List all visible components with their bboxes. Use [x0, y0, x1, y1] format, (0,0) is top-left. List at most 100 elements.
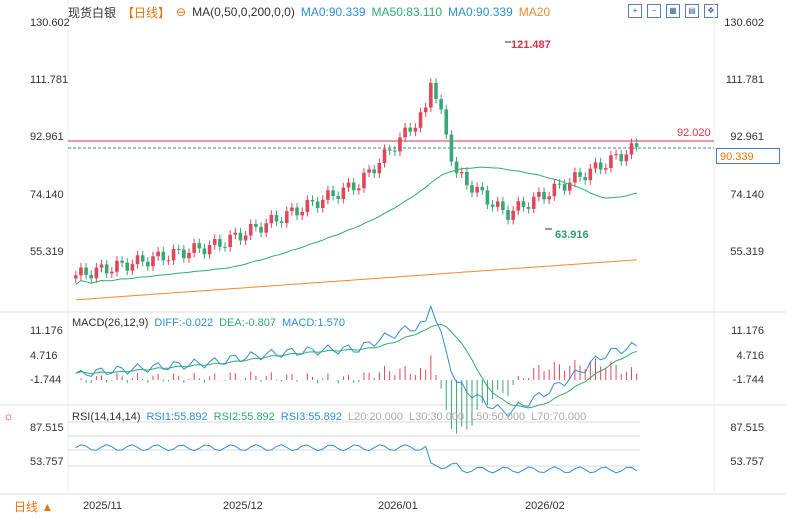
ma-value-4: MA20 [518, 5, 551, 19]
candle-body [506, 209, 510, 220]
low-price-label: 63.916 [555, 229, 589, 241]
candle-body [192, 243, 196, 253]
rsi-params[interactable]: RSI(14,14,14) [72, 411, 141, 423]
candle-body [537, 191, 541, 197]
macd-title-bar: MACD(26,12,9) DIFF:-0.022 DEA:-0.807 MAC… [72, 317, 345, 329]
candle-body [243, 235, 248, 241]
chart-toolbar: + − ▦ ▤ ✥ [628, 4, 718, 18]
ma-params[interactable]: MA(0,50,0,200,0,0) [192, 5, 295, 19]
candle-body [346, 182, 351, 188]
period-switch-button[interactable]: 日线 ▲ [14, 500, 54, 514]
price-label-right: 92.961 [730, 131, 764, 143]
candle-body [573, 172, 577, 183]
macd-params[interactable]: MACD(26,12,9) [72, 317, 149, 329]
rsi1-value: RSI1:55.892 [146, 411, 208, 423]
price-label-right: 111.781 [725, 74, 764, 86]
candle-body [140, 255, 145, 262]
candle-body [470, 185, 474, 193]
ma200-line [75, 259, 637, 301]
rsi-l50: L50:50.000 [470, 411, 526, 423]
macd-label-right: 11.176 [731, 325, 764, 337]
candle-body [320, 199, 325, 209]
candle-body [331, 190, 335, 196]
candle-body [578, 172, 582, 177]
candle-body [490, 204, 495, 207]
candle-body [290, 207, 294, 212]
rsi-l30: L30:30.000 [409, 411, 465, 423]
candle-body [619, 154, 624, 162]
grid-minus-icon[interactable]: − [647, 4, 661, 18]
high-price-label: 121.487 [511, 39, 551, 51]
candle-body [187, 252, 191, 259]
candle-body [542, 191, 546, 200]
price-label-right: 55.319 [730, 246, 764, 258]
time-label: 2025/11 [83, 500, 122, 512]
candle-body [614, 154, 618, 156]
price-label-left: 130.602 [30, 17, 70, 29]
candle-body [526, 206, 531, 209]
macd-diff: DIFF:-0.022 [154, 317, 214, 329]
grid-plus-icon[interactable]: + [628, 4, 642, 18]
candle-body [372, 169, 377, 174]
grid-move-icon[interactable]: ✥ [704, 4, 718, 18]
candle-body [408, 127, 413, 132]
candle-body [315, 201, 320, 209]
candle-body [624, 154, 629, 162]
price-label-left: 111.781 [30, 74, 69, 86]
candle-body [609, 155, 613, 169]
candle-body [207, 245, 212, 255]
ma-value-1: MA0:90.339 [300, 5, 366, 19]
candle-body [516, 201, 521, 211]
candle-body [439, 98, 443, 110]
macd-label-right: -1.744 [732, 374, 764, 386]
candle-body [99, 264, 104, 268]
candle-body [367, 169, 371, 173]
candle-body [166, 260, 171, 262]
candle-body [501, 201, 505, 210]
candle-body [269, 214, 274, 224]
price-label-right: 130.602 [724, 17, 764, 29]
candle-body [310, 199, 315, 202]
candle-body [156, 251, 160, 257]
candle-body [454, 161, 459, 174]
rsi3-value: RSI3:55.892 [280, 411, 342, 423]
candle-body [223, 246, 227, 248]
candle-body [552, 183, 557, 197]
rsi-l70: L70:70.000 [531, 411, 587, 423]
candle-body [238, 232, 243, 241]
candle-body [547, 196, 551, 200]
candle-body [423, 107, 428, 113]
settings-icon[interactable]: ⊖ [176, 5, 187, 19]
candle-body [248, 223, 253, 236]
rsi-settings-icon[interactable]: ☼ [3, 409, 14, 423]
candle-body [418, 112, 423, 128]
rsi2-value: RSI2:55.892 [213, 411, 275, 423]
candle-body [465, 171, 469, 186]
rsi-label-left: 53.757 [30, 456, 64, 468]
price-label-left: 92.961 [30, 131, 64, 143]
candle-body [449, 134, 454, 162]
candle-body [398, 137, 402, 152]
candle-body [79, 267, 83, 276]
ma50-line [75, 166, 637, 285]
candle-body [583, 176, 587, 181]
candle-body [393, 150, 397, 152]
candle-body [84, 267, 88, 275]
candle-body [357, 188, 361, 191]
macd-dea-line [75, 323, 637, 409]
rsi-line [75, 444, 637, 474]
candle-body [531, 196, 536, 209]
ma-value-2: MA50:83.110 [371, 5, 443, 19]
rsi-label-left: 87.515 [30, 422, 64, 434]
time-label: 2026/01 [378, 500, 418, 512]
candle-body [228, 234, 232, 248]
grid-expand-icon[interactable]: ▦ [666, 4, 680, 18]
candle-body [634, 143, 639, 147]
resistance-line-label: 92.020 [677, 127, 711, 139]
grid-layout-icon[interactable]: ▤ [685, 4, 699, 18]
period-label[interactable]: 【日线】 [122, 5, 171, 20]
candle-body [511, 210, 515, 220]
candle-body [135, 255, 140, 265]
candle-body [434, 82, 438, 99]
